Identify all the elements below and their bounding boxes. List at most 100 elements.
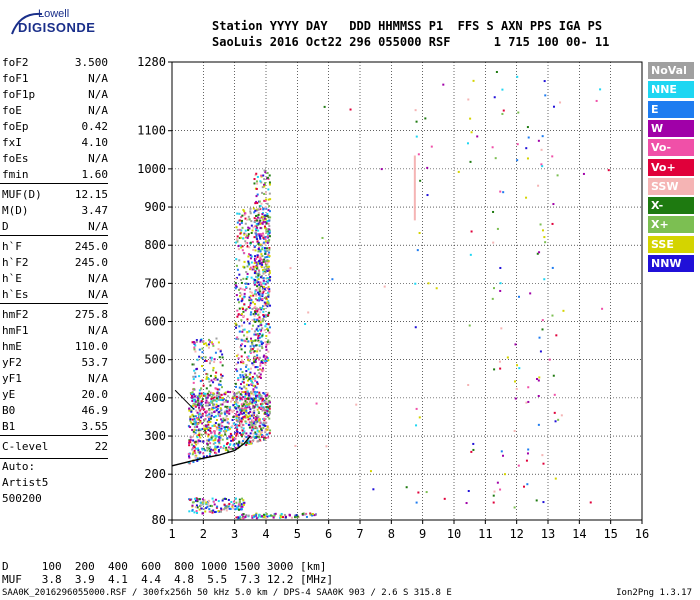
echo-point: [250, 442, 253, 445]
echo-point: [245, 389, 248, 392]
parameter-label: B1: [2, 420, 16, 433]
echo-point: [253, 377, 256, 380]
echo-point: [257, 419, 260, 422]
echo-point: [253, 262, 256, 265]
echo-point: [216, 392, 219, 395]
echo-point: [262, 308, 265, 311]
echo-point: [263, 288, 266, 291]
echo-point: [196, 447, 199, 450]
echo-point: [200, 392, 203, 395]
echo-point: [264, 360, 267, 363]
echo-point: [260, 341, 263, 344]
echo-point: [435, 287, 438, 290]
echo-point: [249, 402, 252, 405]
echo-point: [254, 312, 257, 315]
echo-point: [243, 328, 246, 331]
echo-point: [235, 326, 238, 329]
echo-point: [239, 432, 242, 435]
echo-point: [234, 287, 237, 290]
echo-point: [193, 449, 196, 452]
echo-point: [499, 367, 502, 370]
echo-point: [251, 390, 254, 393]
echo-point: [248, 296, 251, 299]
echo-point: [256, 254, 259, 257]
echo-point: [251, 440, 254, 443]
echo-point: [247, 282, 250, 285]
echo-point: [492, 287, 495, 290]
echo-point: [198, 428, 201, 431]
echo-point: [218, 436, 221, 439]
echo-point: [198, 400, 201, 403]
echo-point: [198, 415, 201, 418]
echo-point: [219, 380, 222, 383]
echo-point: [212, 500, 215, 503]
echo-point: [260, 253, 263, 256]
echo-point: [248, 421, 251, 424]
echo-point: [231, 436, 234, 439]
echo-point: [268, 273, 271, 276]
echo-point: [239, 397, 242, 400]
echo-point: [223, 426, 226, 429]
parameter-label: h`E: [2, 272, 22, 285]
echo-point: [255, 294, 258, 297]
echo-point: [244, 391, 247, 394]
echo-point: [253, 211, 256, 214]
echo-point: [195, 400, 198, 403]
echo-point: [268, 410, 271, 413]
echo-point: [256, 291, 259, 294]
echo-point: [225, 418, 228, 421]
echo-point: [264, 421, 267, 424]
echo-point: [239, 295, 242, 298]
echo-point: [202, 503, 205, 506]
echo-point: [253, 411, 256, 414]
echo-point: [259, 205, 262, 208]
parameter-separator: [0, 458, 108, 459]
parameter-value: N/A: [88, 372, 108, 385]
echo-point: [470, 131, 473, 134]
echo-point: [235, 507, 238, 510]
echo-point: [236, 430, 239, 433]
echo-point: [236, 370, 239, 373]
echo-point: [201, 398, 204, 401]
echo-point: [256, 327, 259, 330]
echo-point: [228, 409, 231, 412]
echo-point: [196, 434, 199, 437]
echo-point: [200, 433, 203, 436]
echo-point: [237, 391, 240, 394]
echo-point: [210, 379, 213, 382]
echo-point: [216, 505, 219, 508]
echo-point: [526, 126, 529, 129]
echo-point: [242, 416, 245, 419]
x-tick-label: 11: [478, 527, 492, 541]
echo-point: [228, 412, 231, 415]
echo-point: [239, 517, 242, 520]
echo-point: [247, 514, 250, 517]
echo-point: [233, 396, 236, 399]
echo-point: [249, 410, 252, 413]
echo-point: [253, 401, 256, 404]
echo-point: [294, 444, 297, 447]
echo-point: [217, 383, 220, 386]
echo-point: [492, 210, 495, 213]
echo-point: [249, 395, 252, 398]
parameter-value: N/A: [88, 152, 108, 165]
autoscaling-text: Auto:: [2, 460, 36, 473]
echo-point: [540, 148, 543, 151]
echo-point: [589, 501, 592, 504]
echo-point: [261, 277, 264, 280]
echo-point: [263, 409, 266, 412]
echo-point: [222, 430, 225, 433]
echo-point: [213, 361, 216, 364]
echo-point: [261, 333, 264, 336]
echo-point: [214, 375, 217, 378]
echo-point: [267, 427, 270, 430]
echo-point: [263, 438, 266, 441]
echo-point: [263, 185, 266, 188]
echo-point: [256, 216, 259, 219]
echo-point: [208, 418, 211, 421]
echo-point: [247, 384, 250, 387]
echo-point: [264, 412, 267, 415]
echo-point: [237, 298, 240, 301]
echo-point: [239, 287, 242, 290]
echo-point: [207, 429, 210, 432]
